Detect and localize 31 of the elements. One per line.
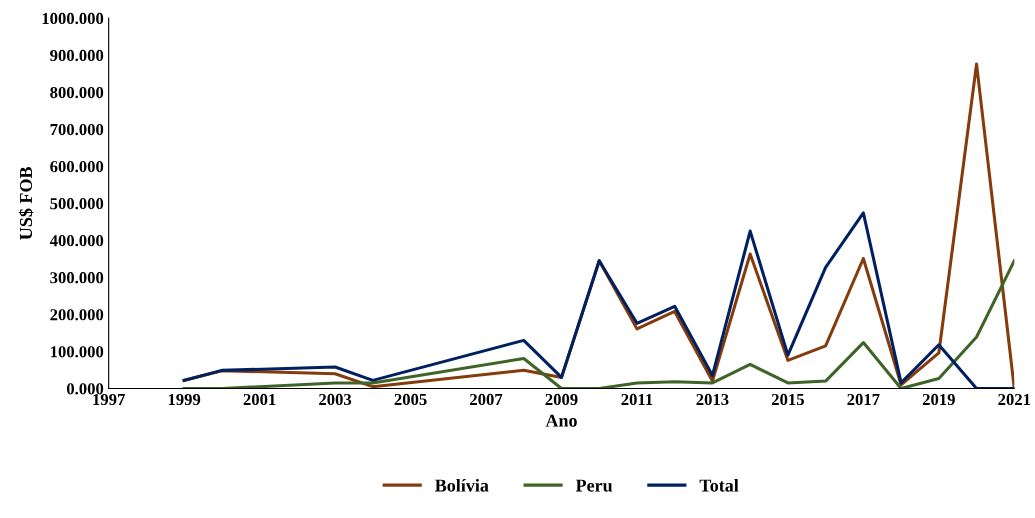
x-tick-label: 2013 <box>696 393 729 406</box>
x-tick-label: 2019 <box>922 393 955 406</box>
y-axis-title: US$ FOB <box>18 166 34 240</box>
x-tick-label: 2021 <box>998 393 1031 406</box>
y-tick-label: 900.000 <box>50 49 104 62</box>
x-tick-label: 2007 <box>470 393 503 406</box>
y-tick-label: 600.000 <box>50 160 104 173</box>
x-axis-title: Ano <box>545 414 577 427</box>
x-tick-label: 2001 <box>243 393 276 406</box>
legend-label: Bolívia <box>435 478 489 492</box>
y-tick-label: 700.000 <box>50 123 104 136</box>
x-tick-label: 2011 <box>621 393 653 406</box>
y-tick-label: 0.000 <box>66 383 104 395</box>
y-tick-label: 500.000 <box>50 198 104 210</box>
y-tick-label: 1000.000 <box>42 12 104 25</box>
y-tick-label: 800.000 <box>50 86 104 99</box>
x-tick-label: 2017 <box>847 393 880 406</box>
y-tick-label: 200.000 <box>50 309 104 321</box>
legend-label: Total <box>699 478 739 492</box>
x-tick-label: 2015 <box>771 393 804 406</box>
x-tick-label: 2003 <box>319 393 352 406</box>
line-series <box>182 259 1015 389</box>
y-tick-label: 300.000 <box>50 272 104 284</box>
line-series <box>182 211 1015 389</box>
y-tick-label: 400.000 <box>49 235 104 247</box>
legend-label: Peru <box>575 479 613 492</box>
x-tick-label: 1997 <box>93 393 125 406</box>
y-tick-label: 100.000 <box>50 346 104 358</box>
x-tick-label: 1999 <box>168 393 201 406</box>
x-tick-label: 2005 <box>394 393 427 406</box>
x-tick-label: 2009 <box>545 393 578 406</box>
